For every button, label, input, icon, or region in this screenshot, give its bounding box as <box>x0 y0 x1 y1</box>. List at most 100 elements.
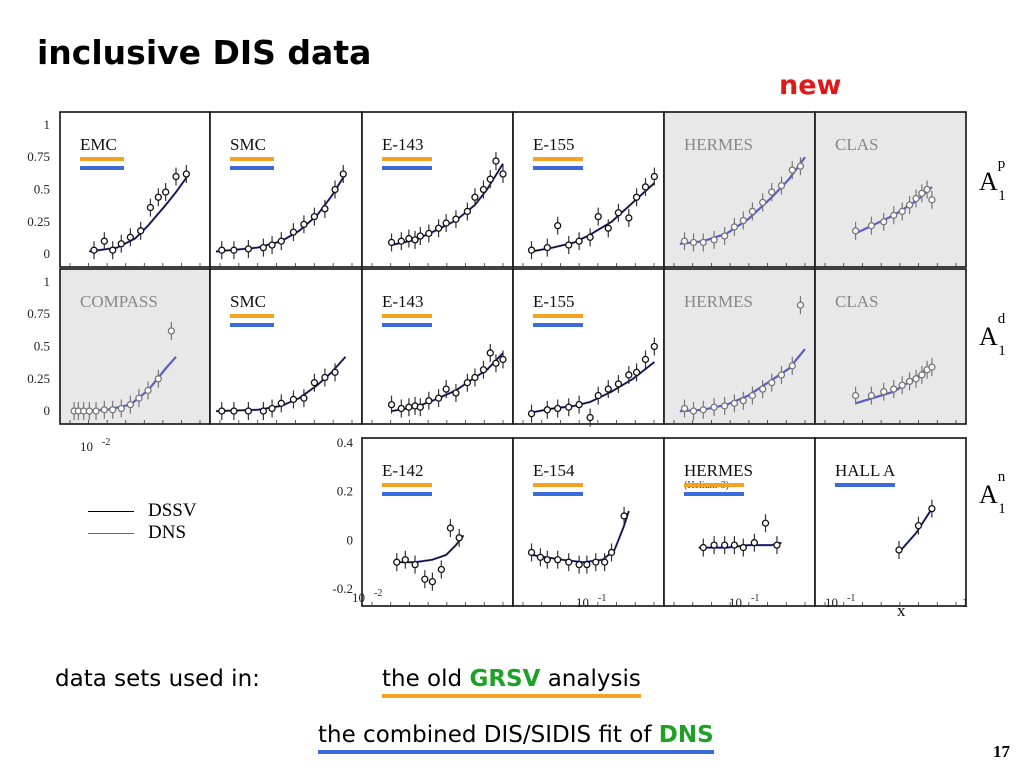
data-point <box>455 534 463 542</box>
data-point <box>600 558 609 566</box>
data-point <box>592 558 600 566</box>
data-point <box>452 389 460 397</box>
y-tick-label: 0 <box>347 532 354 547</box>
panel-frame <box>59 268 211 425</box>
panel-frame <box>814 111 967 268</box>
dssv-line-icon <box>88 510 134 512</box>
x-tick-label: 10 <box>352 590 365 605</box>
data-point <box>387 238 396 247</box>
data-point <box>699 238 707 247</box>
data-point <box>244 407 253 415</box>
data-point <box>730 223 739 231</box>
slide-title: inclusive DIS data <box>37 33 372 72</box>
data-point <box>393 558 401 566</box>
data-point <box>244 245 253 253</box>
data-point <box>918 189 926 198</box>
data-point <box>895 546 903 554</box>
data-point <box>641 183 650 191</box>
y-tick-label: 0 <box>44 246 51 261</box>
page-number: 17 <box>993 742 1010 761</box>
data-point <box>880 388 888 396</box>
data-point <box>411 560 419 569</box>
x-tick-exponent: -2 <box>374 588 382 599</box>
panel-label: COMPASS <box>80 292 158 311</box>
data-point <box>796 162 805 170</box>
data-point <box>641 355 650 364</box>
data-point <box>680 404 689 413</box>
data-point <box>586 233 594 241</box>
data-point <box>689 238 698 247</box>
data-point <box>536 553 545 561</box>
data-point <box>85 407 93 415</box>
panel-frame <box>512 111 665 268</box>
data-point <box>720 402 729 410</box>
data-point <box>416 403 424 411</box>
panel-frame <box>814 437 967 607</box>
data-point <box>912 375 920 383</box>
data-point <box>710 403 718 411</box>
dssv-curve <box>531 361 655 413</box>
y-tick-label: 0.2 <box>337 484 353 499</box>
data-point <box>796 301 805 309</box>
data-point <box>768 379 776 387</box>
footer-used-in: data sets used in: <box>55 666 260 692</box>
panel-label: E-143 <box>382 135 424 154</box>
new-label: new <box>779 70 842 101</box>
data-point <box>259 407 268 415</box>
data-point <box>471 373 479 382</box>
legend-dssv-label: DSSV <box>148 500 197 521</box>
legend-dns: DNS <box>88 522 197 544</box>
footer-dns-highlight: DNS <box>658 722 714 748</box>
x-tick-label: 10 <box>825 595 838 610</box>
data-point <box>625 371 633 379</box>
data-point <box>428 578 437 586</box>
data-point <box>730 541 739 549</box>
y-tick-label: 0.75 <box>27 306 50 321</box>
y-tick-label: -0.2 <box>332 581 353 596</box>
x-tick-exponent: -1 <box>847 593 855 604</box>
data-point <box>898 381 906 389</box>
data-point <box>614 380 623 388</box>
data-point <box>339 170 347 178</box>
data-point <box>135 394 143 402</box>
y-tick-label: 0.4 <box>337 435 354 450</box>
data-point <box>565 558 573 566</box>
panel-label: CLAS <box>835 135 878 154</box>
data-point <box>898 207 906 216</box>
data-point <box>167 327 176 335</box>
panel-frame <box>814 268 967 425</box>
data-point <box>527 246 536 254</box>
y-tick-label: 0.75 <box>27 149 50 164</box>
data-point <box>144 386 152 395</box>
data-point <box>425 229 433 238</box>
footer-grsv: the old GRSV analysis <box>382 666 641 698</box>
data-point <box>739 397 747 405</box>
x-tick-label: 10 <box>80 439 93 454</box>
y-tick-label: 0 <box>44 403 51 418</box>
data-point <box>905 377 914 386</box>
data-point <box>397 237 405 245</box>
data-point <box>387 400 396 409</box>
data-point <box>768 188 776 196</box>
data-point <box>331 368 339 376</box>
data-point <box>437 565 445 574</box>
x-tick-label: 1 <box>962 595 969 610</box>
y-tick-label: 0.25 <box>27 371 50 386</box>
data-point <box>788 362 796 370</box>
y-tick-label: 1 <box>44 274 51 289</box>
data-point <box>914 522 923 530</box>
data-point <box>499 170 507 178</box>
data-point <box>109 406 117 414</box>
data-point <box>761 519 770 527</box>
data-point <box>100 237 108 245</box>
data-point <box>543 406 551 414</box>
data-point <box>543 243 551 252</box>
data-point <box>416 232 424 240</box>
footer-dns: the combined DIS/SIDIS fit of DNS <box>318 722 714 754</box>
data-point <box>218 407 226 415</box>
data-point <box>218 246 226 254</box>
data-point <box>331 185 339 194</box>
data-point <box>928 504 936 513</box>
panel-label: E-154 <box>533 461 575 480</box>
data-point <box>442 219 450 227</box>
